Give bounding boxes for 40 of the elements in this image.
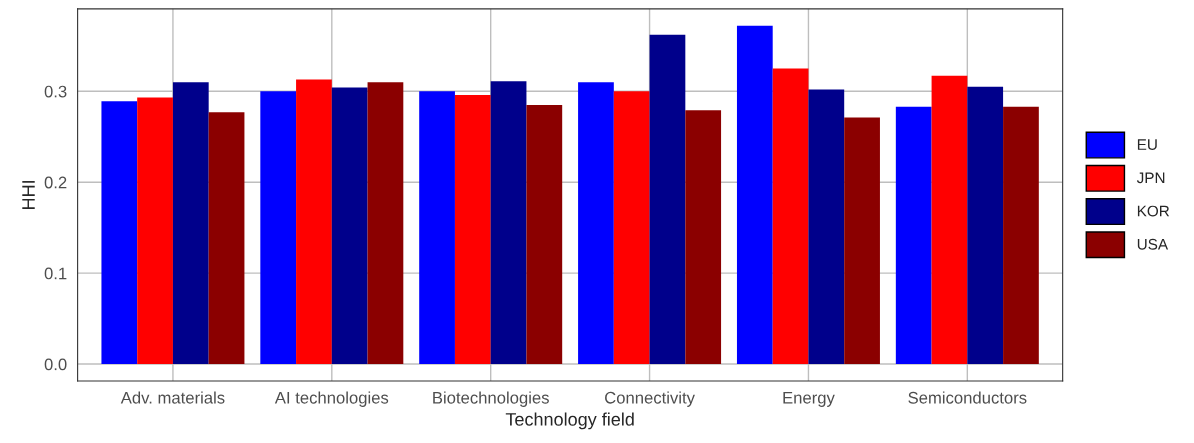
bar xyxy=(808,89,845,365)
bar xyxy=(419,91,455,365)
legend-label: USA xyxy=(1137,238,1169,250)
x-tick-label: Connectivity xyxy=(605,391,695,407)
bar xyxy=(736,25,773,365)
bar xyxy=(296,79,332,365)
bar xyxy=(895,106,932,365)
bar xyxy=(613,91,650,365)
bar xyxy=(260,91,297,365)
x-tick-label: Adv. materials xyxy=(120,391,225,404)
x-tick-label: AI technologies xyxy=(274,391,389,407)
bar xyxy=(772,68,809,365)
bar xyxy=(490,81,527,365)
bar xyxy=(844,117,880,365)
bar xyxy=(649,34,686,365)
bar xyxy=(685,110,722,365)
bar xyxy=(208,112,245,365)
legend-label: JPN xyxy=(1136,172,1165,184)
bar xyxy=(931,75,968,365)
bar xyxy=(578,82,614,365)
x-tick-label: Biotechnologies xyxy=(433,391,549,407)
bar xyxy=(526,104,563,365)
y-tick-label: 0.2 xyxy=(44,176,67,189)
bar xyxy=(967,86,1004,365)
x-tick-label: Semiconductors xyxy=(908,391,1027,404)
y-tick-label: 0.0 xyxy=(44,358,67,371)
legend-label: KOR xyxy=(1137,205,1170,217)
bar xyxy=(172,82,209,365)
bar xyxy=(1003,106,1039,365)
bar xyxy=(454,94,491,365)
bar xyxy=(101,101,138,365)
x-tick-label: Energy xyxy=(783,392,835,407)
y-axis-title: HHI xyxy=(22,181,35,209)
legend-label: EU xyxy=(1137,139,1157,150)
y-tick-label: 0.1 xyxy=(44,267,67,280)
x-axis-title: Technology field xyxy=(505,412,634,430)
bar xyxy=(137,97,173,365)
bar xyxy=(367,82,404,365)
y-tick-label: 0.3 xyxy=(44,85,67,98)
bar xyxy=(331,87,368,365)
